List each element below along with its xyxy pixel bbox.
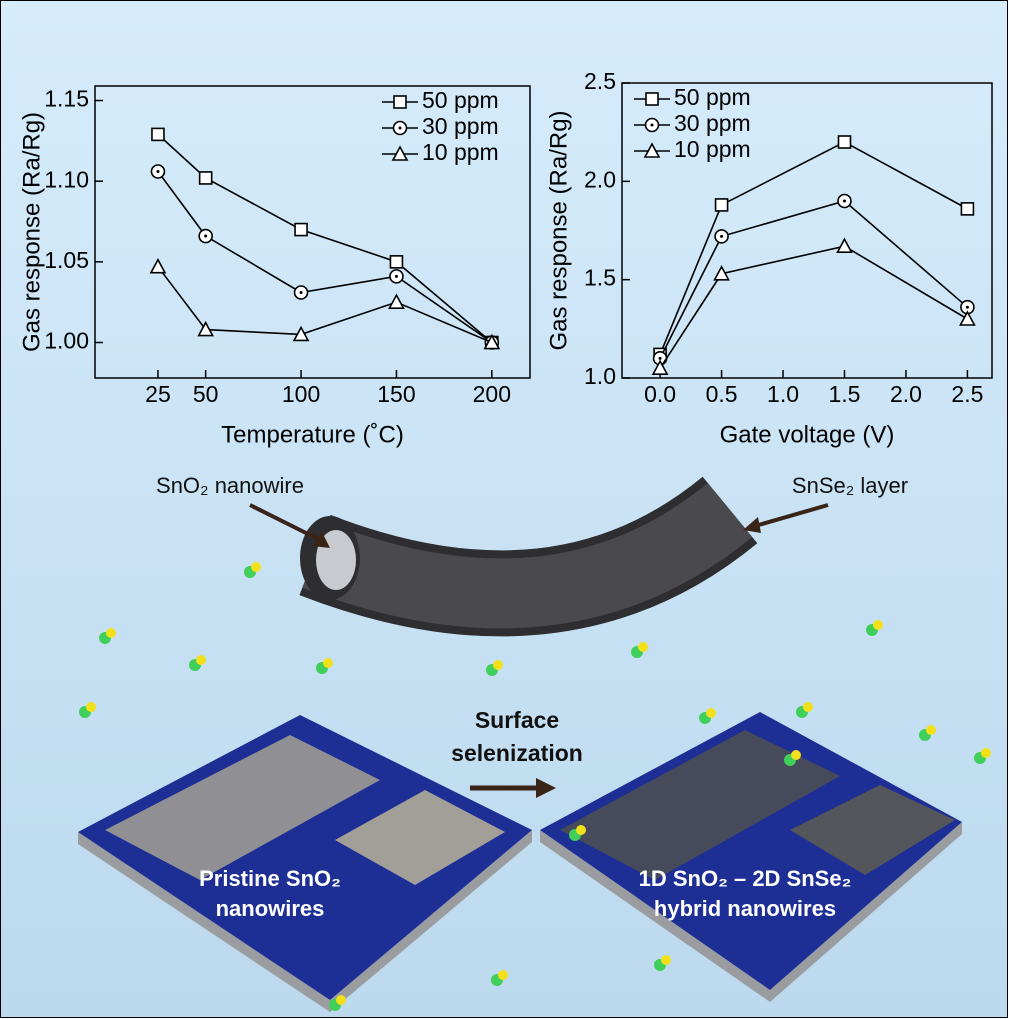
marker-dot bbox=[966, 306, 969, 309]
marker bbox=[295, 224, 307, 236]
x-tick-label: 2.5 bbox=[951, 381, 983, 407]
marker-dot bbox=[720, 235, 723, 238]
molecule bbox=[576, 825, 586, 835]
molecule bbox=[336, 995, 346, 1005]
molecule bbox=[791, 750, 801, 760]
x-tick-label: 2.0 bbox=[890, 381, 922, 407]
label: SnO₂ nanowire bbox=[156, 473, 304, 498]
marker-dot bbox=[659, 357, 662, 360]
molecule bbox=[493, 660, 503, 670]
x-tick-label: 1.5 bbox=[828, 381, 860, 407]
label: Pristine SnO₂ bbox=[199, 866, 341, 891]
marker-dot bbox=[843, 200, 846, 203]
label: SnSe₂ layer bbox=[792, 473, 908, 498]
legend-marker bbox=[651, 124, 654, 127]
marker-dot bbox=[204, 235, 207, 238]
molecule bbox=[926, 725, 936, 735]
molecule bbox=[638, 642, 648, 652]
label: selenization bbox=[451, 740, 583, 766]
label: 1D SnO₂ – 2D SnSe₂ bbox=[639, 866, 852, 891]
legend-label: 10 ppm bbox=[674, 136, 751, 162]
x-tick-label: 150 bbox=[377, 381, 415, 407]
molecule bbox=[873, 620, 883, 630]
molecule bbox=[803, 702, 813, 712]
x-tick-label: 100 bbox=[282, 381, 320, 407]
molecule bbox=[498, 970, 508, 980]
y-tick-label: 2.5 bbox=[584, 68, 616, 94]
legend-marker bbox=[399, 127, 402, 130]
marker bbox=[200, 172, 212, 184]
graphical-abstract: SnO₂ nanowire SnSe₂ layer Surface seleni… bbox=[0, 0, 1009, 1019]
molecule bbox=[86, 702, 96, 712]
marker-dot bbox=[156, 170, 159, 173]
marker bbox=[838, 136, 850, 148]
y-tick-label: 1.10 bbox=[44, 166, 89, 192]
molecule bbox=[661, 955, 671, 965]
legend-label: 10 ppm bbox=[422, 139, 499, 165]
x-tick-label: 0.0 bbox=[644, 381, 676, 407]
marker bbox=[152, 128, 164, 140]
y-tick-label: 2.0 bbox=[584, 166, 616, 192]
legend-label: 50 ppm bbox=[674, 84, 751, 110]
marker-dot bbox=[395, 275, 398, 278]
y-axis-label: Gas response (Ra/Rg) bbox=[18, 112, 45, 352]
x-axis-label: Temperature (˚C) bbox=[221, 421, 404, 448]
legend-label: 50 ppm bbox=[422, 87, 499, 113]
legend-marker bbox=[394, 96, 406, 108]
x-tick-label: 200 bbox=[473, 381, 511, 407]
y-tick-label: 1.15 bbox=[44, 86, 89, 112]
label: Surface bbox=[475, 707, 559, 733]
legend-label: 30 ppm bbox=[422, 113, 499, 139]
x-tick-label: 25 bbox=[145, 381, 171, 407]
label: hybrid nanowires bbox=[654, 896, 836, 921]
x-tick-label: 50 bbox=[193, 381, 219, 407]
marker bbox=[961, 203, 973, 215]
marker bbox=[716, 199, 728, 211]
legend-label: 30 ppm bbox=[674, 110, 751, 136]
molecule bbox=[323, 658, 333, 668]
marker-dot bbox=[300, 291, 303, 294]
y-tick-label: 1.5 bbox=[584, 265, 616, 291]
y-tick-label: 1.0 bbox=[584, 363, 616, 389]
label: nanowires bbox=[216, 896, 325, 921]
marker bbox=[390, 256, 402, 268]
y-tick-label: 1.05 bbox=[44, 247, 89, 273]
x-tick-label: 0.5 bbox=[706, 381, 738, 407]
molecule bbox=[706, 708, 716, 718]
legend-marker bbox=[646, 93, 658, 105]
molecule bbox=[196, 655, 206, 665]
molecule bbox=[106, 628, 116, 638]
molecule bbox=[981, 748, 991, 758]
y-axis-label: Gas response (Ra/Rg) bbox=[545, 110, 572, 350]
molecule bbox=[251, 562, 261, 572]
x-tick-label: 1.0 bbox=[767, 381, 799, 407]
x-axis-label: Gate voltage (V) bbox=[720, 421, 895, 448]
y-tick-label: 1.00 bbox=[44, 328, 89, 354]
